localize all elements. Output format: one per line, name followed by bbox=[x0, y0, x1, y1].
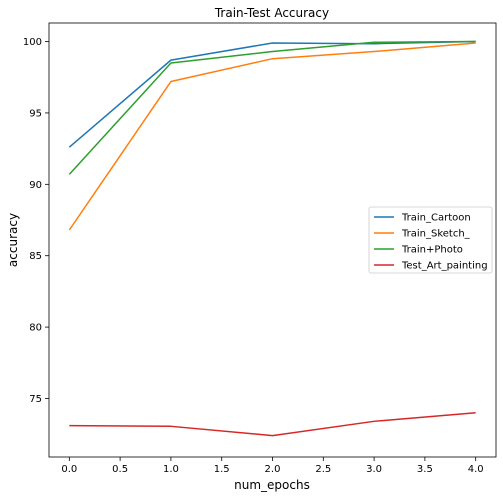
y-tick-label: 90 bbox=[29, 180, 42, 191]
x-axis-label: num_epochs bbox=[234, 478, 310, 492]
x-tick-label: 1.0 bbox=[163, 464, 179, 475]
x-tick-label: 3.5 bbox=[417, 464, 433, 475]
x-tick-label: 3.0 bbox=[366, 464, 382, 475]
y-tick-label: 95 bbox=[29, 108, 42, 119]
chart-title: Train-Test Accuracy bbox=[214, 6, 329, 20]
x-tick-label: 1.5 bbox=[214, 464, 230, 475]
x-tick-label: 0.5 bbox=[112, 464, 128, 475]
y-axis-label: accuracy bbox=[6, 213, 20, 267]
legend-label: Train_Cartoon bbox=[401, 213, 471, 224]
x-tick-label: 2.0 bbox=[265, 464, 281, 475]
legend[interactable]: Train_Cartoon Train_Sketch_ Train+Photo Tes… bbox=[368, 206, 493, 274]
y-tick-label: 85 bbox=[29, 251, 42, 262]
legend-label: Test_Art_painting bbox=[401, 261, 488, 272]
x-axis: 0.0 0.5 1.0 1.5 2.0 2.5 3.0 3.5 4.0 bbox=[61, 457, 484, 475]
x-tick-label: 0.0 bbox=[61, 464, 77, 475]
legend-box bbox=[368, 206, 493, 274]
y-tick-label: 100 bbox=[23, 37, 42, 48]
series-line-0 bbox=[68, 40, 476, 148]
series-line-1 bbox=[68, 42, 476, 231]
series-line-3 bbox=[69, 411, 476, 437]
y-axis: 75 80 85 90 95 100 bbox=[23, 37, 49, 405]
plot-lines bbox=[68, 40, 476, 437]
y-tick-label: 80 bbox=[29, 323, 42, 334]
legend-label: Train_Sketch_ bbox=[401, 229, 471, 240]
series-line-2 bbox=[68, 40, 476, 175]
x-tick-label: 4.0 bbox=[468, 464, 484, 475]
y-tick-label: 75 bbox=[29, 394, 42, 405]
x-tick-label: 2.5 bbox=[315, 464, 331, 475]
legend-label: Train+Photo bbox=[401, 245, 463, 256]
